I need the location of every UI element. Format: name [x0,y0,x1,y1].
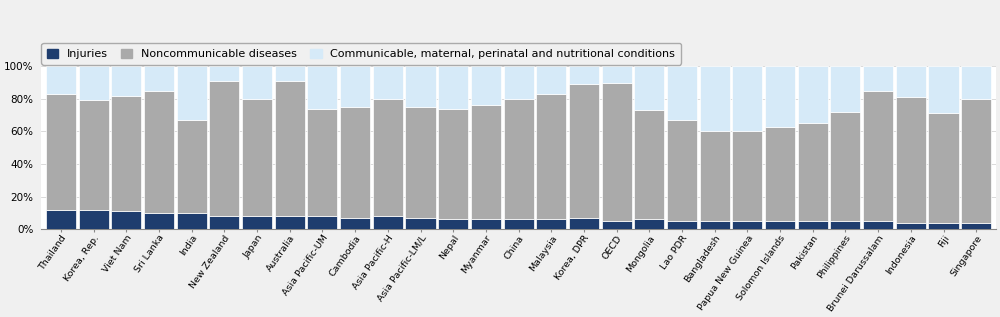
Bar [471,66,501,105]
Bar [830,221,860,229]
Bar [700,221,730,229]
Bar [111,211,141,229]
Bar [79,66,109,100]
Legend: Injuries, Noncommunicable diseases, Communicable, maternal, perinatal and nutrit: Injuries, Noncommunicable diseases, Comm… [41,43,681,65]
Bar [471,219,501,229]
Bar [209,216,239,229]
Bar [928,223,959,229]
Bar [765,66,795,126]
Bar [798,221,828,229]
Bar [634,219,664,229]
Bar [209,66,239,81]
Bar [340,107,370,218]
Bar [307,66,337,109]
Bar [340,66,370,107]
Bar [863,66,893,91]
Bar [896,97,926,223]
Bar [863,221,893,229]
Bar [144,91,174,213]
Bar [602,82,632,221]
Bar [634,66,664,110]
Bar [732,221,762,229]
Bar [569,66,599,84]
Bar [144,213,174,229]
Bar [405,107,436,218]
Bar [961,66,991,99]
Bar [700,132,730,221]
Bar [896,223,926,229]
Bar [504,99,534,219]
Bar [602,66,632,82]
Bar [46,210,76,229]
Bar [405,218,436,229]
Bar [405,66,436,107]
Bar [961,223,991,229]
Bar [602,221,632,229]
Bar [438,219,468,229]
Bar [798,66,828,123]
Bar [798,123,828,221]
Bar [177,213,207,229]
Bar [961,99,991,223]
Bar [46,66,76,94]
Bar [765,221,795,229]
Bar [242,99,272,216]
Bar [275,66,305,81]
Bar [471,105,501,219]
Bar [144,66,174,91]
Bar [536,219,566,229]
Bar [536,66,566,94]
Bar [79,210,109,229]
Bar [830,66,860,112]
Bar [307,109,337,216]
Bar [896,66,926,97]
Bar [373,99,403,216]
Bar [667,120,697,221]
Bar [536,94,566,219]
Bar [275,216,305,229]
Bar [765,126,795,221]
Bar [177,66,207,120]
Bar [46,94,76,210]
Bar [928,113,959,223]
Bar [863,91,893,221]
Bar [242,66,272,99]
Bar [830,112,860,221]
Bar [569,218,599,229]
Bar [700,66,730,132]
Bar [732,66,762,132]
Bar [504,219,534,229]
Bar [209,81,239,216]
Bar [275,81,305,216]
Bar [79,100,109,210]
Bar [111,95,141,211]
Bar [569,84,599,218]
Bar [667,221,697,229]
Bar [307,216,337,229]
Bar [438,109,468,219]
Bar [340,218,370,229]
Bar [634,110,664,219]
Bar [111,66,141,95]
Bar [177,120,207,213]
Bar [667,66,697,120]
Bar [242,216,272,229]
Bar [373,216,403,229]
Bar [928,66,959,113]
Bar [732,132,762,221]
Bar [373,66,403,99]
Bar [438,66,468,109]
Bar [504,66,534,99]
